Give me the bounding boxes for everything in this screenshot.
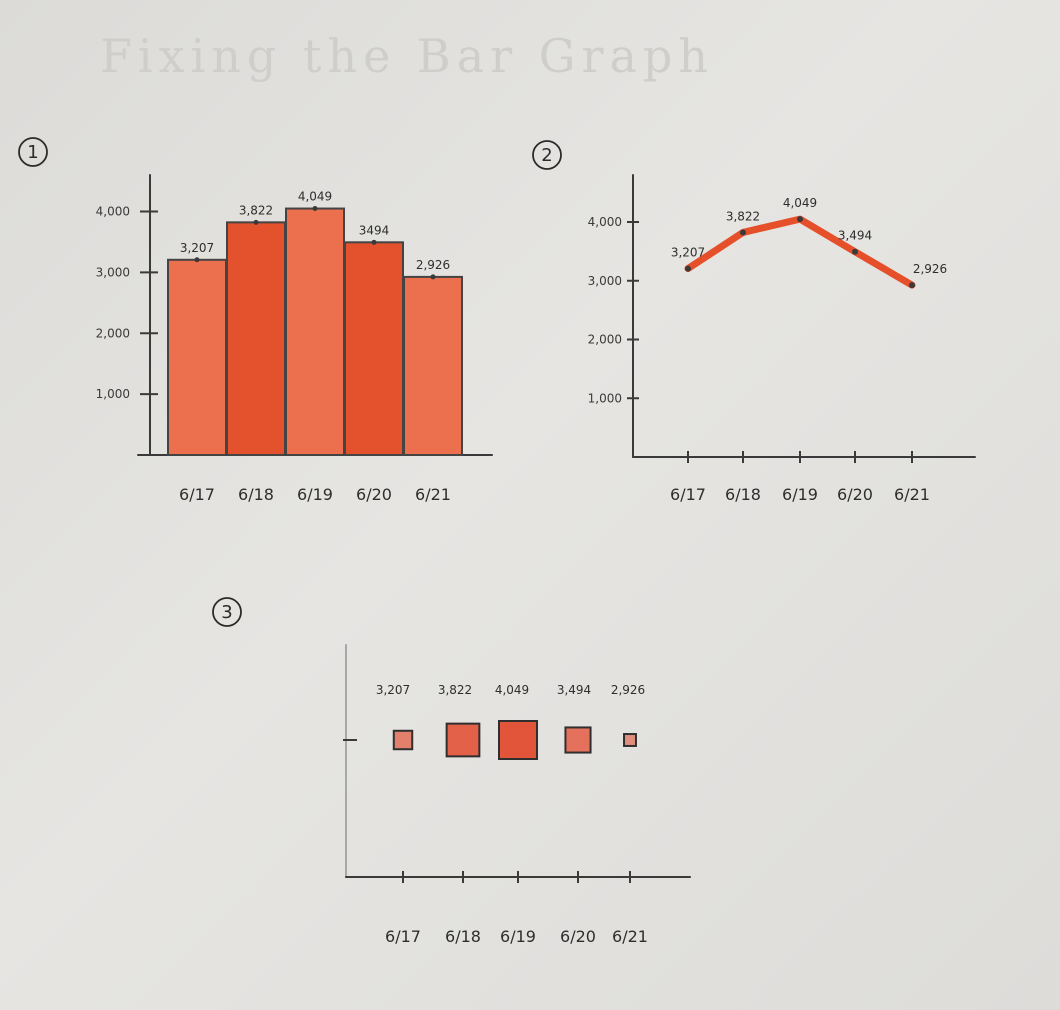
line-chart: 2 1,000 2,000 3,000 4,000 3,207 6/17 3,822 6/1… [532,140,976,504]
faint-page-title: Fixing the Bar Graph [100,29,714,83]
bar-top-dot [194,257,200,263]
x-category-label: 6/21 [415,485,451,504]
chart-2-number: 2 [541,145,552,166]
chart-1-number-circle [18,137,48,167]
x-category-label: 6/17 [179,485,215,504]
bar-top-dot [430,274,436,280]
x-category-label: 6/20 [356,485,392,504]
bar-top-dot [312,206,318,212]
bar-6/19 [285,207,345,456]
square-value-label: 4,049 [495,683,529,697]
x-category-label: 6/19 [297,485,333,504]
bar-6/21 [403,275,463,457]
y-tick-label: 3,000 [96,265,130,279]
x-category-label: 6/19 [782,485,818,504]
bar-value-label: 3,207 [180,241,214,255]
line-value-label: 3,822 [726,209,760,223]
y-tick-label: 3,000 [588,274,622,288]
bar-top-dot [253,219,259,225]
square-size-chart: 3 3,207 6/17 3,822 6/18 4,049 6/19 3,494 6/20 2,… [212,597,691,946]
bar-value-label: 2,926 [416,258,450,272]
x-category-label: 6/20 [837,485,873,504]
line-point-6/19 [797,216,803,223]
line-point-6/21 [909,282,915,289]
y-tick-label: 4,000 [96,205,130,219]
line-value-label: 3,207 [671,246,705,260]
x-category-label: 6/17 [670,485,706,504]
square-value-label: 3,494 [557,683,591,697]
y-tick-label: 4,000 [588,215,622,229]
x-category-label: 6/21 [894,485,930,504]
value-square-6/21 [623,733,637,747]
line-point-6/20 [852,248,858,255]
chart-1-number: 1 [27,142,38,163]
line-value-label: 4,049 [783,196,817,210]
line-point-6/18 [740,229,746,236]
value-square-6/20 [564,726,592,754]
chart-2-number-circle [532,140,562,170]
bar-chart: 1 1,000 2,000 3,000 4,000 3,207 6/17 3,822 6/1… [18,137,493,504]
y-tick-label: 1,000 [588,391,622,405]
x-category-label: 6/21 [612,927,648,946]
bar-top-dot [371,239,377,245]
line-series [684,215,916,289]
bar-6/18 [226,221,286,456]
x-category-label: 6/18 [238,485,274,504]
value-square-6/17 [392,729,414,751]
x-category-label: 6/19 [500,927,536,946]
square-value-label: 3,207 [376,683,410,697]
bar-6/20 [344,241,404,456]
line-value-label: 2,926 [913,262,947,276]
bar-value-label: 4,049 [298,190,332,204]
square-value-label: 3,822 [438,683,472,697]
value-square-6/18 [445,722,481,758]
square-value-label: 2,926 [611,683,645,697]
bar-value-label: 3,822 [239,203,273,217]
chart-3-number-circle [212,597,242,627]
y-tick-label: 2,000 [588,333,622,347]
bar-6/17 [167,258,227,456]
y-tick-label: 1,000 [96,387,130,401]
x-category-label: 6/18 [445,927,481,946]
x-category-label: 6/20 [560,927,596,946]
bar-value-label: 3494 [359,223,390,237]
line-value-label: 3,494 [838,229,872,243]
line-point-6/17 [685,265,691,272]
value-square-6/19 [498,720,538,760]
x-category-label: 6/17 [385,927,421,946]
x-category-label: 6/18 [725,485,761,504]
chart-3-number: 3 [221,602,232,623]
y-tick-label: 2,000 [96,326,130,340]
